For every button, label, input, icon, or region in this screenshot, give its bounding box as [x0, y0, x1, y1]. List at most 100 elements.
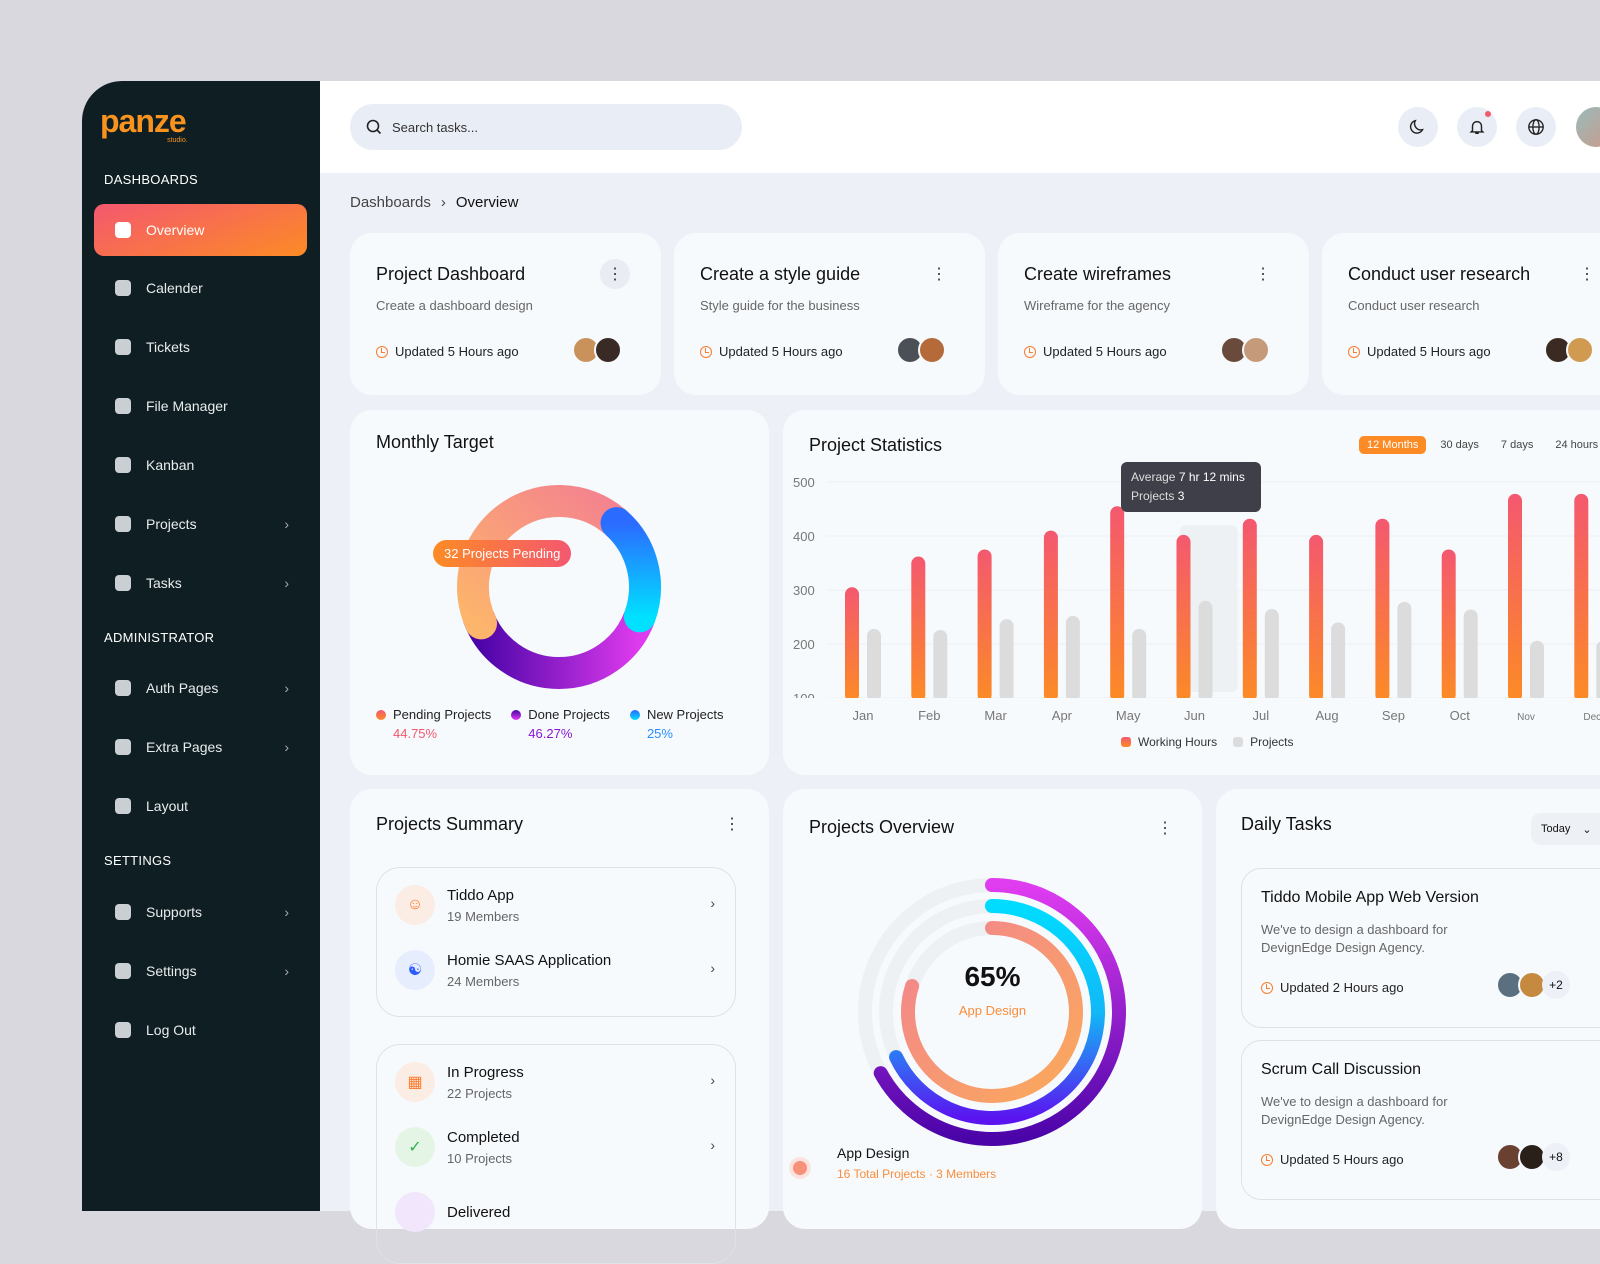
updated-status: Updated 5 Hours ago: [1261, 1152, 1404, 1167]
range-tab[interactable]: 24 hours: [1555, 439, 1599, 451]
logo: panze studio.: [100, 103, 188, 144]
sidebar-item-calender[interactable]: Calender: [94, 262, 307, 314]
bar-working-hours: [911, 556, 926, 702]
summary-row-tiddo[interactable]: ☺ Tiddo App 19 Members ›: [395, 880, 715, 930]
more-members-badge: +8: [1542, 1143, 1570, 1171]
more-menu-button[interactable]: ⋮: [724, 816, 740, 833]
language-button[interactable]: [1516, 107, 1556, 147]
sidebar-item-overview[interactable]: Overview: [94, 204, 307, 256]
range-tab[interactable]: 7 days: [1500, 439, 1534, 451]
section-administrator: ADMINISTRATOR: [104, 630, 215, 645]
globe-icon: [1528, 119, 1544, 135]
task-card[interactable]: Create wireframes ⋮ Wireframe for the ag…: [998, 233, 1309, 395]
sidebar-item-tickets[interactable]: Tickets: [94, 321, 307, 373]
sidebar-item-log-out[interactable]: Log Out: [94, 1004, 307, 1056]
bar-working-hours: [1375, 518, 1390, 702]
dark-mode-button[interactable]: [1398, 107, 1438, 147]
sidebar-item-settings[interactable]: Settings ›: [94, 945, 307, 997]
calendar-icon: [114, 279, 132, 297]
more-menu-button[interactable]: ⋮: [600, 259, 630, 289]
date-filter-dropdown[interactable]: Today ⌄: [1531, 813, 1600, 845]
user-avatar[interactable]: [1576, 107, 1600, 147]
sidebar-item-supports[interactable]: Supports ›: [94, 886, 307, 938]
checklist-icon: [114, 574, 132, 592]
sidebar-item-layout[interactable]: Layout: [94, 780, 307, 832]
notifications-button[interactable]: [1457, 107, 1497, 147]
legend-dot: [511, 709, 522, 720]
breadcrumb-dashboards[interactable]: Dashboards: [350, 194, 431, 211]
sidebar-item-projects[interactable]: Projects ›: [94, 498, 307, 550]
task-description: We've to design a dashboard for DevignEd…: [1261, 1094, 1448, 1127]
search-icon: [366, 119, 382, 135]
ring-progress: [901, 921, 1083, 1103]
task-card-title: Create a style guide: [700, 264, 861, 284]
chevron-right-icon: ›: [284, 575, 289, 591]
range-tab[interactable]: 30 days: [1440, 439, 1479, 451]
task-card[interactable]: Project Dashboard ⋮ Create a dashboard d…: [350, 233, 661, 395]
chevron-right-icon: ›: [284, 680, 289, 696]
sidebar: panze studio. DASHBOARDS ADMINISTRATOR SE…: [82, 81, 320, 1211]
x-tick-label: Mar: [984, 708, 1007, 723]
chevron-right-icon: ›: [710, 1072, 715, 1088]
sidebar-item-kanban[interactable]: Kanban: [94, 439, 307, 491]
task-card[interactable]: Conduct user research ⋮ Conduct user res…: [1322, 233, 1600, 395]
summary-row-completed[interactable]: ✓ Completed 10 Projects ›: [395, 1122, 715, 1172]
card-title: Project Statistics: [809, 435, 943, 455]
card-title: Projects Overview: [809, 817, 955, 837]
calendar-icon: ▦: [395, 1062, 435, 1102]
avatar: [1242, 336, 1270, 364]
summary-row-delivered[interactable]: Delivered: [395, 1187, 715, 1237]
pending-tooltip: 32 Projects Pending: [433, 540, 572, 567]
x-tick-label: Nov: [1517, 712, 1535, 723]
range-tab[interactable]: 12 Months: [1359, 436, 1427, 454]
bar-projects: [1065, 615, 1080, 702]
sidebar-item-label: Settings: [146, 963, 197, 979]
sidebar-item-extra-pages[interactable]: Extra Pages ›: [94, 721, 307, 773]
legend-value: 46.27%: [528, 726, 573, 741]
legend-item: Pending Projects 44.75%: [376, 707, 491, 741]
bar-working-hours: [1043, 530, 1058, 702]
clock-icon: [1261, 1153, 1273, 1166]
clock-icon: [700, 345, 712, 358]
bar-working-hours: [1508, 493, 1522, 702]
avatar: [594, 336, 622, 364]
top-header: Search tasks...: [320, 81, 1600, 173]
bell-icon: [1469, 120, 1485, 135]
sidebar-item-tasks[interactable]: Tasks ›: [94, 557, 307, 609]
summary-group-projects: ☺ Tiddo App 19 Members › ☯ Homie SAAS Applic…: [376, 867, 736, 1017]
daily-task-card[interactable]: Tiddo Mobile App Web Version We've to de…: [1241, 868, 1600, 1028]
donut-segment-pending: [457, 485, 631, 640]
users-icon: [114, 679, 132, 697]
section-dashboards: DASHBOARDS: [104, 172, 199, 187]
task-title: Scrum Call Discussion: [1261, 1061, 1422, 1078]
section-settings: SETTINGS: [104, 853, 172, 868]
sidebar-item-auth-pages[interactable]: Auth Pages ›: [94, 662, 307, 714]
more-menu-button[interactable]: ⋮: [1579, 266, 1595, 283]
card-title: Projects Summary: [376, 814, 524, 834]
sidebar-item-file-manager[interactable]: File Manager: [94, 380, 307, 432]
task-card-subtitle: Wireframe for the agency: [1024, 298, 1170, 313]
x-tick-label: Oct: [1450, 708, 1471, 723]
more-menu-button[interactable]: ⋮: [931, 266, 947, 283]
task-card-title: Project Dashboard: [376, 264, 526, 284]
x-tick-label: Sep: [1382, 708, 1405, 723]
chart-tooltip: Average 7 hr 12 mins Projects 3: [1121, 462, 1261, 512]
x-tick-label: May: [1116, 708, 1141, 723]
task-card[interactable]: Create a style guide ⋮ Style guide for t…: [674, 233, 985, 395]
search-input[interactable]: Search tasks...: [350, 104, 742, 150]
sidebar-item-label: Tickets: [146, 339, 190, 355]
more-menu-button[interactable]: ⋮: [1157, 820, 1173, 837]
summary-group-status: ▦ In Progress 22 Projects › ✓ Completed 10 Pr…: [376, 1044, 736, 1264]
avatar-group: [896, 336, 946, 364]
x-tick-label: Jul: [1252, 708, 1269, 723]
bar-projects: [1331, 622, 1346, 702]
more-menu-button[interactable]: ⋮: [1255, 266, 1271, 283]
summary-row-homie[interactable]: ☯ Homie SAAS Application 24 Members ›: [395, 945, 715, 995]
overview-percent: 65%: [964, 961, 1021, 992]
task-description: We've to design a dashboard for DevignEd…: [1261, 922, 1448, 955]
summary-row-in-progress[interactable]: ▦ In Progress 22 Projects ›: [395, 1057, 715, 1107]
daily-task-card[interactable]: Scrum Call Discussion We've to design a …: [1241, 1040, 1600, 1200]
bar-projects: [1463, 609, 1478, 702]
overview-label: App Design: [958, 1003, 1027, 1018]
bar-projects: [1132, 628, 1147, 702]
